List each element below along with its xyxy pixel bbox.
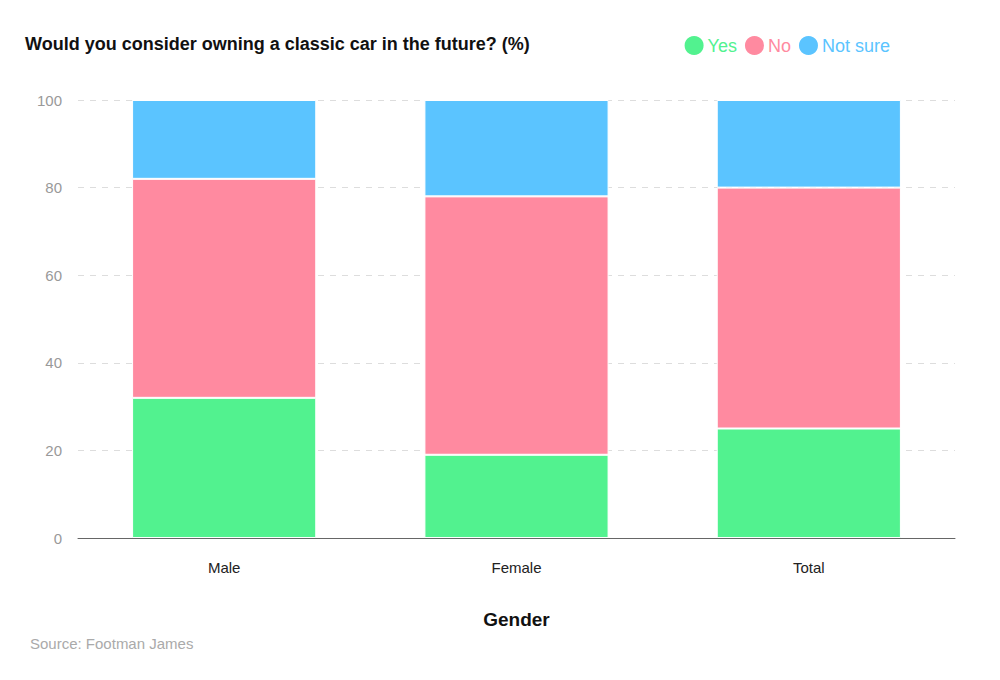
svg-text:Total: Total [793, 559, 825, 576]
svg-text:Not sure: Not sure [822, 36, 890, 56]
svg-text:80: 80 [45, 179, 62, 196]
svg-text:0: 0 [54, 530, 62, 547]
svg-text:Yes: Yes [708, 36, 737, 56]
svg-text:40: 40 [45, 354, 62, 371]
svg-text:60: 60 [45, 267, 62, 284]
svg-text:Gender: Gender [483, 609, 550, 630]
svg-text:Source: Footman James: Source: Footman James [30, 635, 193, 652]
svg-text:Male: Male [208, 559, 241, 576]
svg-text:100: 100 [37, 92, 62, 109]
svg-text:20: 20 [45, 442, 62, 459]
svg-text:Would you consider owning a cl: Would you consider owning a classic car … [25, 34, 530, 54]
svg-text:No: No [768, 36, 791, 56]
svg-text:Female: Female [491, 559, 541, 576]
